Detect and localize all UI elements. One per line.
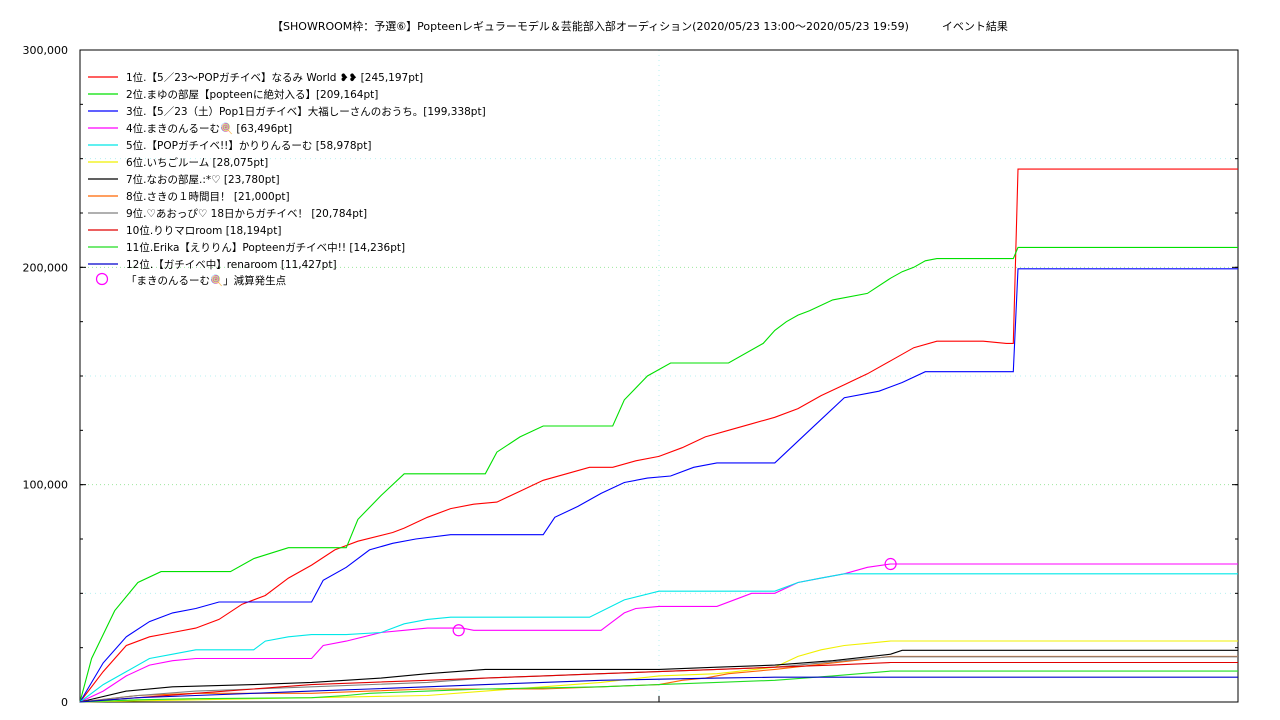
series-line-1 [79, 168, 1238, 703]
legend-entry-6: 6位.いちごルーム [28,075pt] [126, 156, 268, 169]
tick-label-y: 300,000 [23, 44, 69, 57]
series-line-12 [79, 676, 1238, 703]
tick-label-y: 0 [61, 696, 68, 709]
series-lines [79, 168, 1238, 703]
legend-entry-7: 7位.なおの部屋.:*♡ [23,780pt] [126, 173, 280, 186]
series-line-6 [79, 640, 1238, 703]
legend-entry-3: 3位.【5／23（土）Pop1日ガチイベ】大福しーさんのおうち。[199,338… [126, 105, 486, 118]
chart-title: 【SHOWROOM枠：予選⑥】Popteenレギュラーモデル＆芸能部入部オーディ… [272, 20, 1008, 33]
series-line-3 [79, 268, 1238, 703]
marker-point-2 [884, 557, 897, 571]
marker-point-1 [452, 624, 465, 637]
series-line-7 [79, 649, 1238, 703]
legend-entry-12: 12位.【ガチイベ中】renaroom [11,427pt] [126, 258, 337, 271]
series-line-2 [79, 246, 1238, 703]
series-line-11 [79, 670, 1238, 703]
legend-entry-4: 4位.まきのんるーむ🍭 [63,496pt] [126, 121, 292, 135]
legend-entry-10: 10位.りりマロroom [18,194pt] [126, 224, 281, 237]
tick-label-y: 100,000 [23, 479, 69, 492]
series-line-4 [79, 563, 1238, 703]
legend-entry-marker: 「まきのんるーむ🍭」減算発生点 [126, 273, 286, 287]
grid [80, 50, 1238, 702]
tick-label-y: 200,000 [23, 261, 69, 274]
legend-entry-8: 8位.さきの１時間目！ [21,000pt] [126, 190, 290, 203]
series-line-10 [79, 661, 1238, 703]
axis-ticks: 0 100,000 200,000 300,000 [23, 44, 1239, 709]
legend-entry-9: 9位.♡あおっぴ♡ 18日からガチイベ！ [20,784pt] [126, 207, 367, 220]
legend-entry-11: 11位.Erika【えりりん】Popteenガチイベ中!! [14,236pt] [126, 241, 405, 254]
legend-entry-5: 5位.【POPガチイベ!!】かりりんるーむ [58,978pt] [126, 139, 371, 152]
marker-points [452, 557, 897, 637]
legend: 1位.【5／23〜POPガチイベ】なるみ World ❥❥ [245,197pt… [88, 71, 486, 287]
series-line-5 [79, 573, 1238, 703]
legend-entry-2: 2位.まゆの部屋【popteenに絶対入る】[209,164pt] [126, 88, 378, 101]
legend-marker-swatch [95, 272, 109, 286]
legend-entry-1: 1位.【5／23〜POPガチイベ】なるみ World ❥❥ [245,197pt… [126, 71, 423, 84]
